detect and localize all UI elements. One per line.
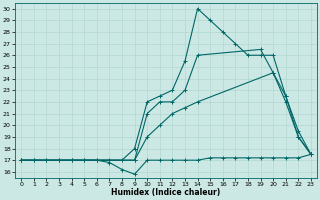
X-axis label: Humidex (Indice chaleur): Humidex (Indice chaleur) xyxy=(111,188,221,197)
